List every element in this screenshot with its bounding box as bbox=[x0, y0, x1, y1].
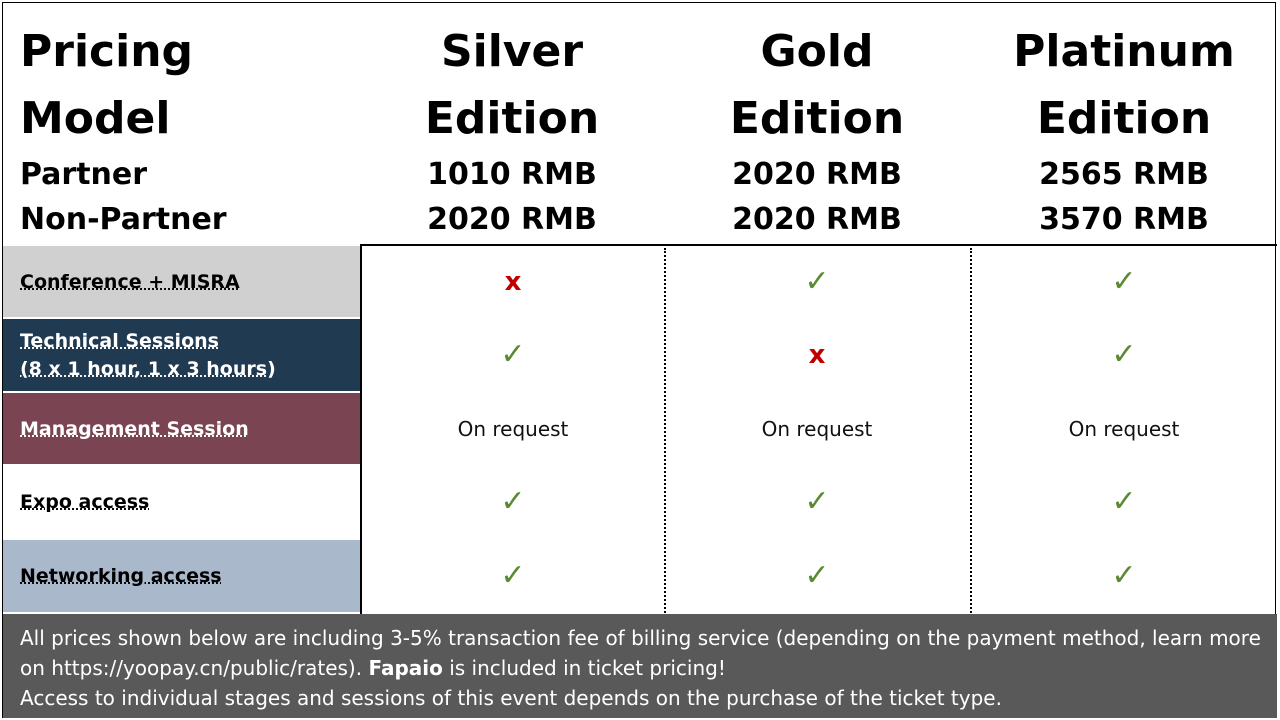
tier-platinum-header: Platinum Edition 2565 RMB 3570 RMB bbox=[974, 18, 1274, 242]
tier-partner-price: 1010 RMB bbox=[427, 157, 597, 192]
footer-note: All prices shown below are including 3-5… bbox=[3, 614, 1277, 718]
tier-name-line2: Edition bbox=[1036, 93, 1212, 144]
tier-name-line2: Edition bbox=[424, 93, 600, 144]
tier-cell: ✓ bbox=[363, 319, 663, 391]
tier-cell: ✓ bbox=[974, 246, 1274, 318]
tier-cell: x bbox=[667, 319, 967, 391]
on-request-text: On request bbox=[761, 417, 873, 441]
header-title-line2: Model bbox=[20, 93, 171, 144]
tier-cell: ✓ bbox=[974, 540, 1274, 612]
tier-cell: On request bbox=[667, 393, 967, 465]
column-divider bbox=[970, 248, 972, 613]
check-icon: ✓ bbox=[804, 264, 830, 299]
tier-name-line2: Edition bbox=[729, 93, 905, 144]
feature-label-line: Expo access bbox=[20, 491, 150, 513]
tier-nonpartner-price: 2020 RMB bbox=[732, 202, 902, 237]
tier-cell: On request bbox=[974, 393, 1274, 465]
check-icon: ✓ bbox=[1111, 484, 1137, 519]
header-title-line1: Pricing bbox=[20, 26, 194, 77]
header-divider bbox=[362, 244, 1277, 246]
tier-name-line1: Platinum bbox=[1013, 26, 1235, 77]
footer-line2: Access to individual stages and sessions… bbox=[20, 686, 1002, 710]
check-icon: ✓ bbox=[500, 484, 526, 519]
feature-row-expo-access: Expo access ✓ ✓ ✓ bbox=[3, 464, 1277, 538]
tier-gold-header: Gold Edition 2020 RMB 2020 RMB bbox=[667, 18, 967, 242]
feature-row-conference-misra: Conference + MISRA x ✓ ✓ bbox=[3, 246, 1277, 318]
tier-cell: ✓ bbox=[667, 246, 967, 318]
check-icon: ✓ bbox=[1111, 337, 1137, 372]
check-icon: ✓ bbox=[1111, 264, 1137, 299]
tier-cell: ✓ bbox=[363, 540, 663, 612]
feature-label: Expo access bbox=[3, 466, 361, 538]
feature-label-line: (8 x 1 hour, 1 x 3 hours) bbox=[20, 358, 276, 380]
cross-icon: x bbox=[808, 340, 826, 370]
row-divider bbox=[3, 464, 361, 466]
footer-fapaio: Fapaio bbox=[368, 656, 443, 680]
feature-label: Conference + MISRA bbox=[3, 246, 361, 318]
feature-label-line: Conference + MISRA bbox=[20, 271, 240, 293]
footer-line1-pre: All prices shown below are including 3-5… bbox=[20, 626, 1261, 680]
tier-cell: ✓ bbox=[667, 466, 967, 538]
tier-nonpartner-price: 2020 RMB bbox=[427, 202, 597, 237]
column-divider bbox=[664, 248, 666, 613]
on-request-text: On request bbox=[1068, 417, 1180, 441]
cross-icon: x bbox=[504, 267, 522, 297]
check-icon: ✓ bbox=[804, 484, 830, 519]
tier-name-line1: Silver bbox=[440, 26, 584, 77]
feature-label: Technical Sessions (8 x 1 hour, 1 x 3 hou… bbox=[3, 319, 361, 391]
check-icon: ✓ bbox=[500, 337, 526, 372]
tier-cell: ✓ bbox=[974, 466, 1274, 538]
tier-cell: On request bbox=[363, 393, 663, 465]
row-divider bbox=[3, 538, 361, 540]
pricing-model-header: Pricing Model Partner Non-Partner bbox=[20, 18, 227, 242]
tier-cell: x bbox=[363, 246, 663, 318]
row-divider bbox=[3, 391, 361, 393]
check-icon: ✓ bbox=[500, 558, 526, 593]
tier-cell: ✓ bbox=[363, 466, 663, 538]
feature-label: Networking access bbox=[3, 540, 361, 612]
tier-cell: ✓ bbox=[974, 319, 1274, 391]
feature-row-technical-sessions: Technical Sessions (8 x 1 hour, 1 x 3 hou… bbox=[3, 317, 1277, 391]
feature-row-networking-access: Networking access ✓ ✓ ✓ bbox=[3, 538, 1277, 612]
label-column-divider bbox=[360, 244, 362, 614]
check-icon: ✓ bbox=[804, 558, 830, 593]
tier-nonpartner-price: 3570 RMB bbox=[1039, 202, 1209, 237]
tier-partner-price: 2020 RMB bbox=[732, 157, 902, 192]
tier-name-line1: Gold bbox=[760, 26, 874, 77]
check-icon: ✓ bbox=[1111, 558, 1137, 593]
partner-label: Partner bbox=[20, 157, 148, 192]
tier-cell: ✓ bbox=[667, 540, 967, 612]
tier-partner-price: 2565 RMB bbox=[1039, 157, 1209, 192]
feature-row-management-session: Management Session On request On request On… bbox=[3, 391, 1277, 465]
feature-label-line: Networking access bbox=[20, 565, 222, 587]
feature-label-line: Technical Sessions bbox=[20, 330, 219, 352]
footer-line1-post: is included in ticket pricing! bbox=[442, 656, 726, 680]
feature-label: Management Session bbox=[3, 393, 361, 465]
footer-line1: All prices shown below are including 3-5… bbox=[20, 623, 1261, 683]
on-request-text: On request bbox=[457, 417, 569, 441]
feature-label-line: Management Session bbox=[20, 418, 249, 440]
nonpartner-label: Non-Partner bbox=[20, 202, 227, 237]
tier-silver-header: Silver Edition 1010 RMB 2020 RMB bbox=[362, 18, 662, 242]
row-divider bbox=[3, 317, 361, 319]
